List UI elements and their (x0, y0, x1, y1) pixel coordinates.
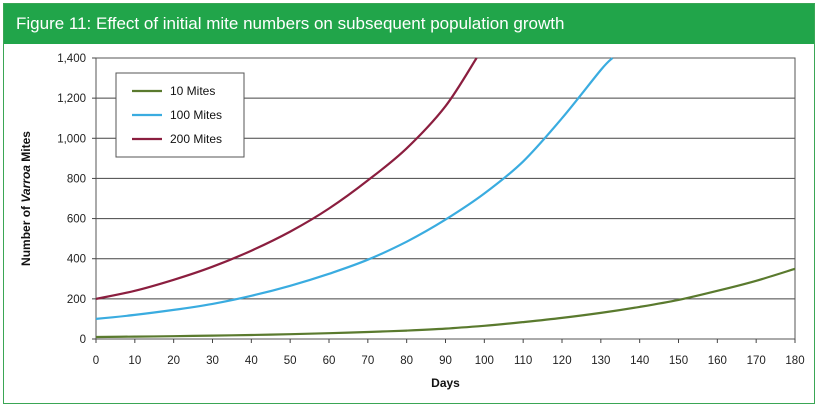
figure-title: Figure 11: Effect of initial mite number… (16, 14, 565, 33)
y-axis-title: Number of Varroa Mites (19, 131, 33, 266)
x-tick-label: 40 (245, 355, 258, 367)
x-tick-label: 130 (591, 355, 610, 367)
x-tick-label: 140 (630, 355, 649, 367)
series-line-1 (95, 57, 614, 320)
x-tick-label: 160 (708, 355, 727, 367)
x-tick-label: 20 (167, 355, 180, 367)
y-axis-title-italic: Varroa (19, 165, 33, 203)
y-tick-label: 0 (80, 334, 86, 346)
x-tick-label: 110 (514, 355, 532, 367)
y-tick-label: 200 (67, 294, 86, 306)
x-tick-label: 100 (475, 355, 494, 367)
x-tick-label: 10 (128, 355, 141, 367)
x-tick-label: 50 (284, 355, 297, 367)
x-tick-label: 70 (361, 355, 374, 367)
x-tick-label: 0 (93, 355, 99, 367)
x-tick-label: 150 (669, 355, 688, 367)
legend-label-1: 100 Mites (170, 108, 222, 122)
legend-label-0: 10 Mites (170, 84, 215, 98)
y-tick-label: 600 (67, 214, 86, 226)
y-tick-label: 400 (67, 254, 86, 266)
x-tick-label: 30 (206, 355, 219, 367)
x-axis-title: Days (431, 376, 460, 390)
x-tick-label: 170 (747, 355, 766, 367)
x-axis-ticks: 0 10 20 30 40 50 60 70 80 90 100 110 120 130 140 150 160… (93, 339, 805, 367)
series-line-2 (95, 57, 478, 300)
x-tick-label: 80 (400, 355, 413, 367)
y-tick-label: 1,200 (57, 93, 86, 105)
series-line-0 (95, 267, 796, 339)
x-tick-label: 120 (552, 355, 571, 367)
y-axis-title-prefix: Number of (19, 203, 33, 266)
y-tick-label: 1,400 (57, 53, 86, 65)
x-tick-label: 60 (323, 355, 336, 367)
x-tick-label: 180 (785, 355, 804, 367)
y-axis-title-suffix: Mites (19, 131, 33, 165)
chart-series-layer (95, 57, 796, 339)
chart-legend: 10 Mites 100 Mites 200 Mites (115, 72, 245, 158)
y-tick-label: 1,000 (57, 133, 86, 145)
x-tick-label: 90 (439, 355, 452, 367)
legend-label-2: 200 Mites (170, 132, 222, 146)
y-tick-label: 800 (67, 173, 86, 185)
y-axis-ticks: 0 200 400 600 800 1,000 1,200 1,400 (57, 53, 96, 346)
figure-header: Figure 11: Effect of initial mite number… (4, 4, 814, 44)
